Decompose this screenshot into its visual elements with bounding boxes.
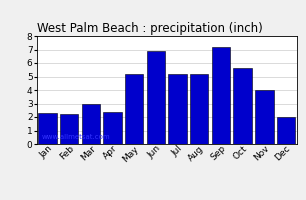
Bar [277,117,295,144]
Bar [60,114,78,144]
Text: West Palm Beach : precipitation (inch): West Palm Beach : precipitation (inch) [37,22,263,35]
Bar [212,47,230,144]
Bar [38,113,57,144]
Bar [168,74,187,144]
Bar [255,90,274,144]
Bar [125,74,144,144]
Bar [190,74,208,144]
Bar [103,112,122,144]
Bar [82,104,100,144]
Bar [233,68,252,144]
Text: www.allmetsat.com: www.allmetsat.com [42,134,110,140]
Bar [147,51,165,144]
